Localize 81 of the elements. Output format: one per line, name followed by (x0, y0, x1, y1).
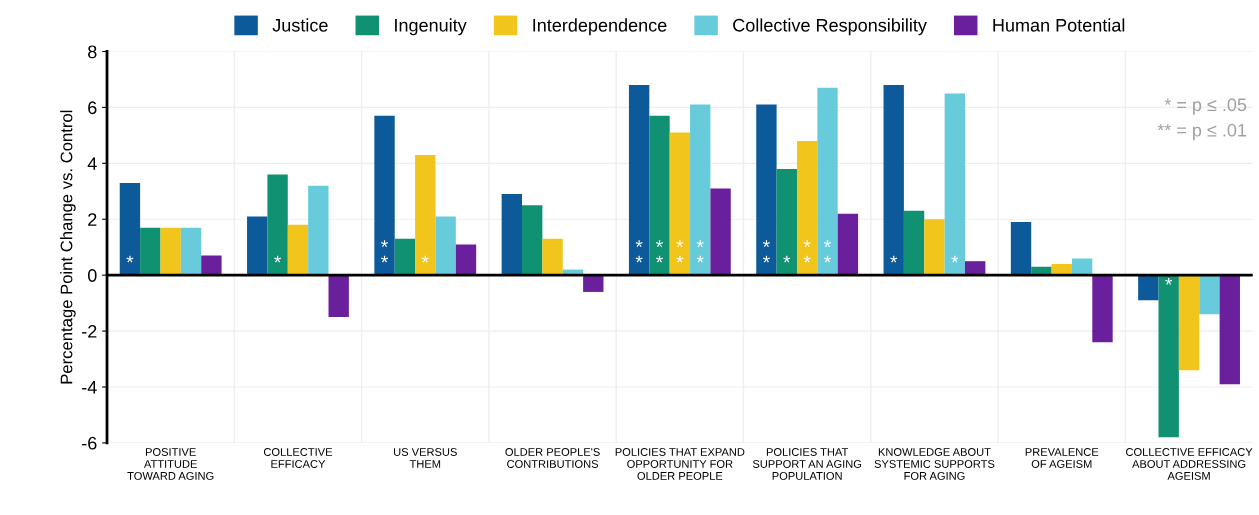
bar (649, 115, 670, 276)
x-tick-label: COLLECTIVE EFFICACY (263, 448, 333, 468)
bar (501, 194, 523, 276)
x-tick-label: POLICIES THAT EXPAND OPPORTUNITY FOR OLDER PEOPLE (615, 448, 745, 480)
x-tick-label: PREVALENCE OF AGEISM (1025, 448, 1099, 468)
x-tick-label: POSITIVE ATTITUDE TOWARD AGING (127, 448, 214, 480)
bar (328, 275, 349, 318)
bar (817, 87, 838, 276)
data-label: * (783, 255, 791, 263)
data-label: * (951, 255, 959, 263)
bar (690, 104, 711, 276)
data-label: * (126, 255, 134, 263)
legend-label: Justice (272, 18, 328, 32)
y-tick-label: 2 (88, 213, 97, 226)
y-tick-label: -6 (82, 436, 97, 450)
bar (415, 154, 436, 276)
y-tick-label: 8 (88, 45, 97, 59)
bar (756, 104, 777, 276)
data-label: * (274, 255, 282, 263)
bar (140, 227, 161, 276)
bar (522, 205, 543, 276)
bar (201, 255, 222, 276)
bar (669, 132, 691, 276)
bar (1010, 222, 1032, 276)
bar (837, 213, 859, 276)
data-label: * (421, 255, 429, 263)
data-label: * (890, 255, 898, 263)
bar (394, 238, 416, 276)
bar (924, 219, 945, 276)
bar (374, 115, 395, 276)
y-tick-label: -4 (82, 381, 97, 394)
bar (1138, 275, 1159, 301)
bar (308, 185, 329, 276)
annotation: ** = p ≤ .01 (1157, 123, 1247, 141)
bar (796, 140, 818, 276)
data-label: ** (656, 240, 663, 263)
legend-label: Interdependence (533, 18, 667, 36)
bar (883, 85, 904, 276)
y-tick-label: 6 (88, 101, 97, 115)
bar (944, 93, 966, 276)
y-tick-label: -2 (82, 325, 97, 338)
y-tick-label: 0 (87, 269, 97, 282)
data-label: ** (824, 240, 832, 263)
bar (965, 261, 986, 276)
data-label: * (1165, 277, 1173, 285)
bar (180, 227, 202, 276)
bar (1092, 275, 1113, 343)
bar (247, 216, 268, 276)
x-tick-label: KNOWLEDGE ABOUT SYSTEMIC SUPPORTS FOR AGING (874, 448, 995, 480)
bar (1199, 275, 1220, 315)
bar (160, 227, 181, 276)
data-label: ** (696, 240, 704, 263)
bar (542, 238, 563, 276)
data-label: ** (762, 240, 770, 263)
data-label: ** (803, 240, 811, 263)
data-label: ** (381, 240, 389, 263)
bar (1178, 275, 1200, 371)
legend-label: Human Potential (993, 18, 1125, 32)
y-tick-label: 4 (87, 157, 97, 170)
bar (776, 168, 797, 276)
y-axis-title: Percentage Point Change vs. Control (60, 110, 76, 384)
x-tick-label: OLDER PEOPLE'S CONTRIBUTIONS (505, 448, 600, 468)
x-tick-label: COLLECTIVE EFFICACY ABOUT ADDRESSING AGEISM (1126, 448, 1253, 480)
bar (1158, 275, 1179, 438)
bar (628, 85, 650, 276)
data-label: ** (635, 240, 643, 263)
legend-label: Collective Responsibility (733, 18, 927, 36)
x-tick-label: POLICIES THAT SUPPORT AN AGING POPULATION (752, 448, 862, 480)
bar (710, 188, 731, 276)
bar (267, 174, 288, 276)
bar (1071, 258, 1093, 276)
annotation: * = p ≤ .05 (1164, 98, 1247, 115)
bar (119, 182, 141, 276)
data-label: ** (676, 240, 684, 263)
legend-label: Ingenuity (395, 18, 467, 36)
bar (435, 216, 456, 276)
bar (1219, 275, 1240, 385)
bar (287, 224, 309, 276)
bar (455, 244, 477, 276)
bar (903, 210, 925, 276)
x-tick-label: US VERSUS THEM (394, 448, 457, 468)
